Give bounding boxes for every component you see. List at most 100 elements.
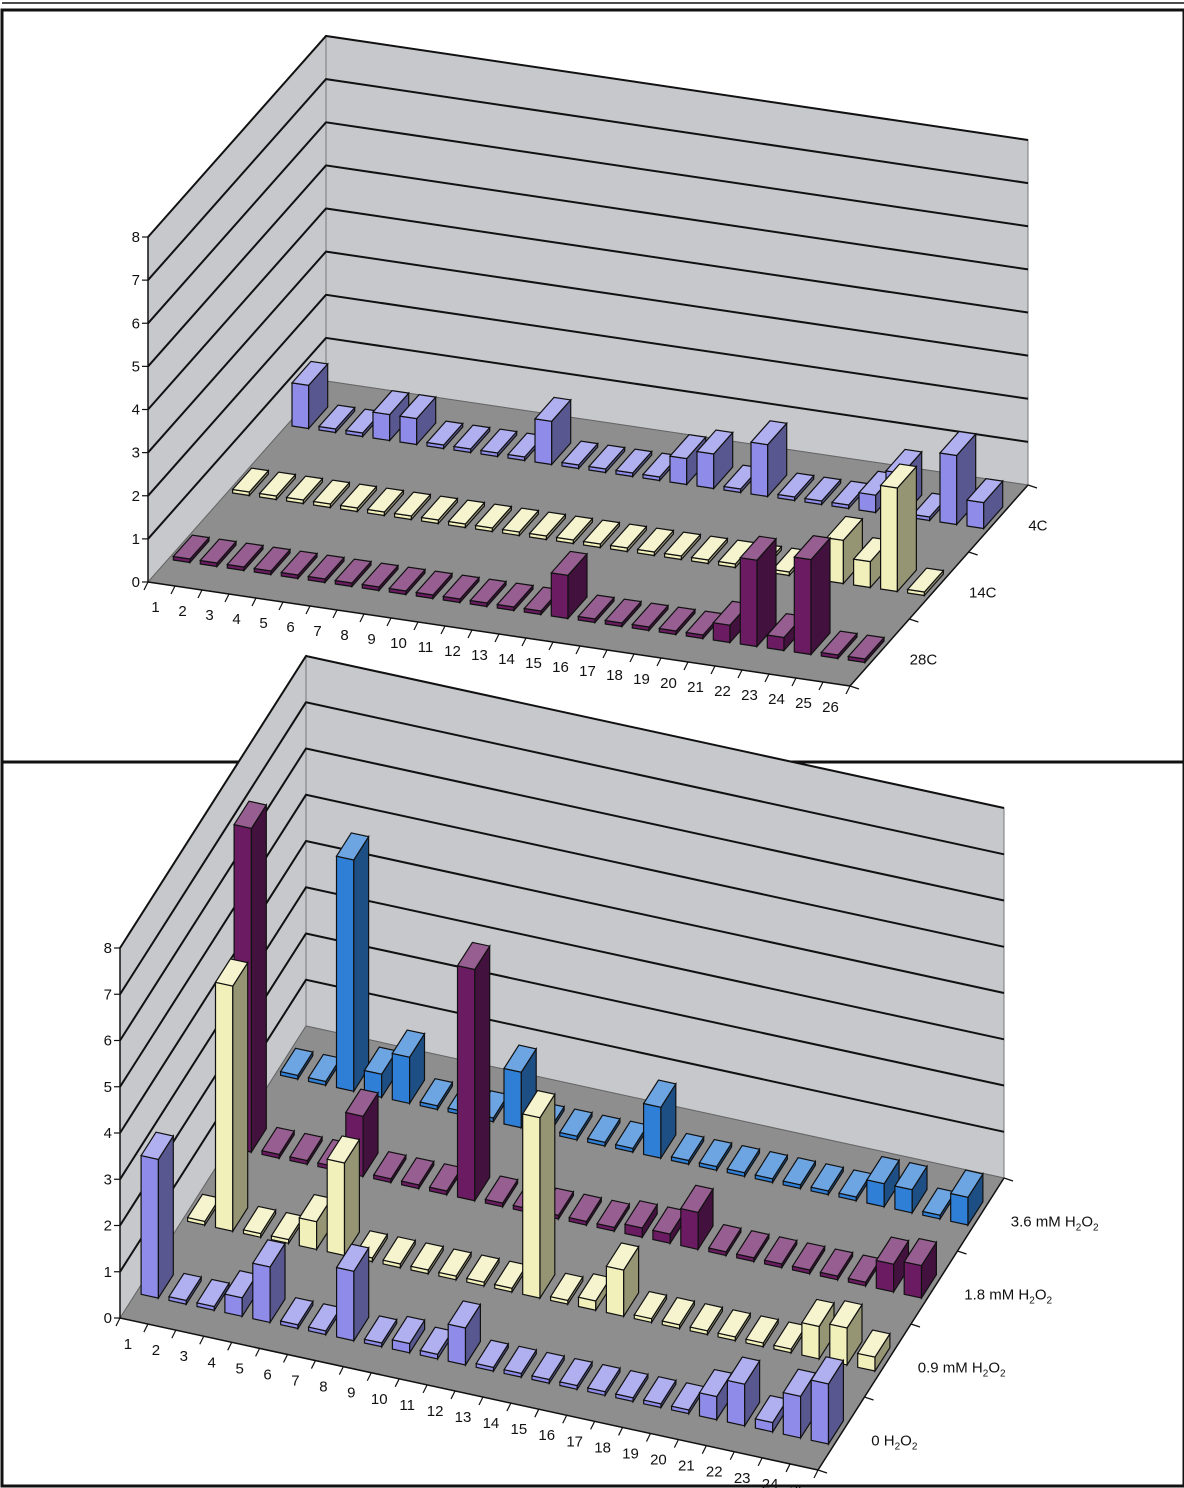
x-tick-label: 17: [566, 1433, 583, 1450]
bar: [636, 527, 675, 558]
x-tick-label: 22: [706, 1464, 723, 1481]
bar: [820, 630, 859, 661]
x-tick-label: 7: [313, 623, 321, 640]
bar: [568, 1193, 603, 1228]
bar: [172, 534, 211, 565]
bar: [558, 1357, 594, 1392]
gridline: [147, 78, 1029, 281]
y-tick-label: 0: [104, 1310, 112, 1327]
bar: [361, 562, 400, 593]
bar: [419, 1078, 454, 1112]
x-tick-mark: [255, 1348, 261, 1357]
depth-tick-mark: [849, 685, 860, 690]
gridline: [147, 336, 1029, 540]
bar: [549, 1272, 584, 1307]
bar: [642, 1079, 677, 1161]
bar: [698, 1368, 733, 1422]
x-tick-mark: [757, 1457, 763, 1467]
x-tick-mark: [305, 605, 311, 615]
x-tick-mark: [818, 681, 824, 691]
bar: [651, 1206, 687, 1246]
x-tick-label: 22: [714, 683, 731, 700]
bar: [776, 472, 815, 503]
bar: [496, 582, 535, 613]
bar: [586, 1114, 621, 1149]
bar: [501, 507, 540, 538]
bar: [875, 1236, 910, 1294]
y-tick-label: 7: [132, 272, 140, 289]
x-tick-label: 3: [180, 1348, 188, 1365]
y-tick-label: 8: [104, 940, 112, 957]
x-tick-mark: [278, 601, 284, 611]
x-tick-mark: [683, 661, 689, 671]
x-tick-mark: [590, 1421, 596, 1430]
gridline: [119, 701, 1005, 995]
x-tick-mark: [467, 629, 473, 639]
depth-tick-mark: [957, 1250, 967, 1255]
x-tick-mark: [197, 589, 203, 599]
x-tick-mark: [618, 1427, 624, 1436]
y-tick-label: 4: [132, 402, 140, 419]
x-tick-mark: [506, 1402, 512, 1412]
x-tick-mark: [413, 621, 419, 631]
category-axis: [119, 1317, 819, 1471]
bar: [447, 1300, 482, 1368]
bar: [749, 420, 788, 499]
bar: [475, 1339, 510, 1374]
y-tick-label: 6: [104, 1033, 112, 1050]
x-tick-label: 23: [741, 687, 758, 704]
bar: [828, 1300, 863, 1367]
x-tick-mark: [394, 1378, 400, 1388]
bar: [754, 1150, 789, 1185]
bar: [363, 1315, 398, 1349]
x-tick-label: 4: [208, 1354, 216, 1371]
x-tick-mark: [199, 1335, 205, 1345]
bar: [533, 396, 572, 467]
gridline: [119, 886, 1005, 1180]
x-tick-label: 20: [650, 1452, 667, 1469]
bar: [474, 503, 513, 534]
x-tick-label: 8: [340, 627, 348, 644]
x-tick-mark: [548, 641, 554, 651]
y-tick-label: 3: [104, 1171, 112, 1188]
x-tick-label: 14: [498, 651, 515, 668]
x-tick-label: 25: [795, 695, 812, 712]
gridline: [147, 34, 1029, 238]
x-tick-label: 10: [390, 635, 407, 652]
bar: [393, 491, 432, 522]
x-tick-mark: [359, 613, 365, 623]
bar: [586, 1363, 621, 1398]
y-tick-label: 5: [104, 1079, 112, 1096]
bar: [400, 1157, 435, 1191]
x-tick-mark: [422, 1384, 428, 1394]
bar: [335, 832, 370, 1094]
depth-tick-mark: [817, 1469, 828, 1474]
bar: [484, 1175, 519, 1209]
bar: [555, 515, 594, 546]
x-tick-label: 13: [455, 1409, 472, 1426]
bar: [531, 1351, 566, 1386]
x-tick-label: 5: [259, 615, 267, 632]
x-tick-label: 21: [678, 1458, 695, 1475]
bar: [810, 1356, 845, 1447]
bar: [965, 478, 1004, 531]
bar: [819, 1248, 854, 1282]
x-tick-label: 5: [235, 1360, 243, 1377]
x-tick-label: 1: [124, 1336, 132, 1353]
y-tick-label: 4: [104, 1125, 112, 1142]
x-tick-label: 13: [471, 647, 488, 664]
x-tick-label: 14: [483, 1415, 500, 1432]
x-tick-label: 19: [633, 671, 650, 688]
bar: [906, 567, 945, 598]
bar: [865, 1155, 901, 1209]
x-tick-mark: [785, 1463, 791, 1473]
bar: [689, 1303, 724, 1337]
depth-tick-mark: [910, 1323, 921, 1328]
bar: [456, 941, 491, 1203]
y-tick-label: 1: [104, 1264, 112, 1281]
x-tick-mark: [737, 669, 743, 679]
bar: [582, 519, 621, 550]
bar: [410, 1242, 445, 1276]
bar: [258, 471, 297, 502]
x-tick-mark: [143, 1323, 149, 1333]
